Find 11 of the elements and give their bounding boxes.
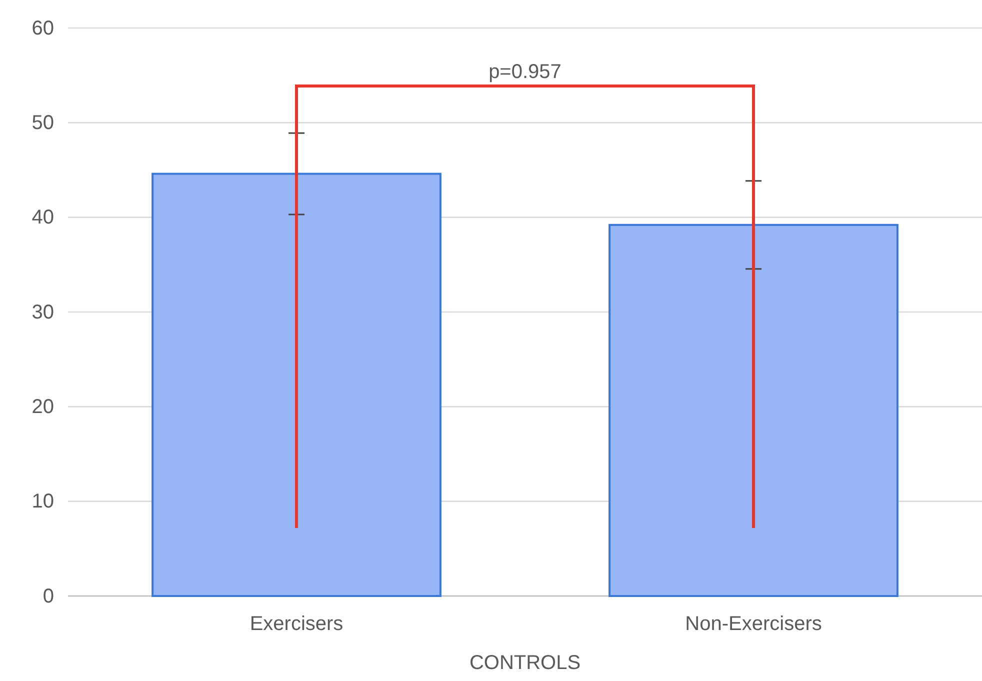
y-tick-label: 30: [32, 301, 54, 324]
y-tick-label: 10: [32, 490, 54, 513]
y-tick-label: 0: [42, 585, 54, 608]
x-axis-title: CONTROLS: [469, 652, 581, 674]
y-tick-label: 20: [32, 396, 54, 418]
x-tick-label: Exercisers: [250, 613, 344, 636]
annotation: p=0.957: [488, 61, 562, 83]
y-tick-label: 60: [32, 17, 54, 40]
x-tick-label: Non-Exercisers: [685, 613, 822, 636]
y-tick-label: 40: [32, 206, 54, 229]
y-tick-label: 50: [32, 112, 54, 134]
